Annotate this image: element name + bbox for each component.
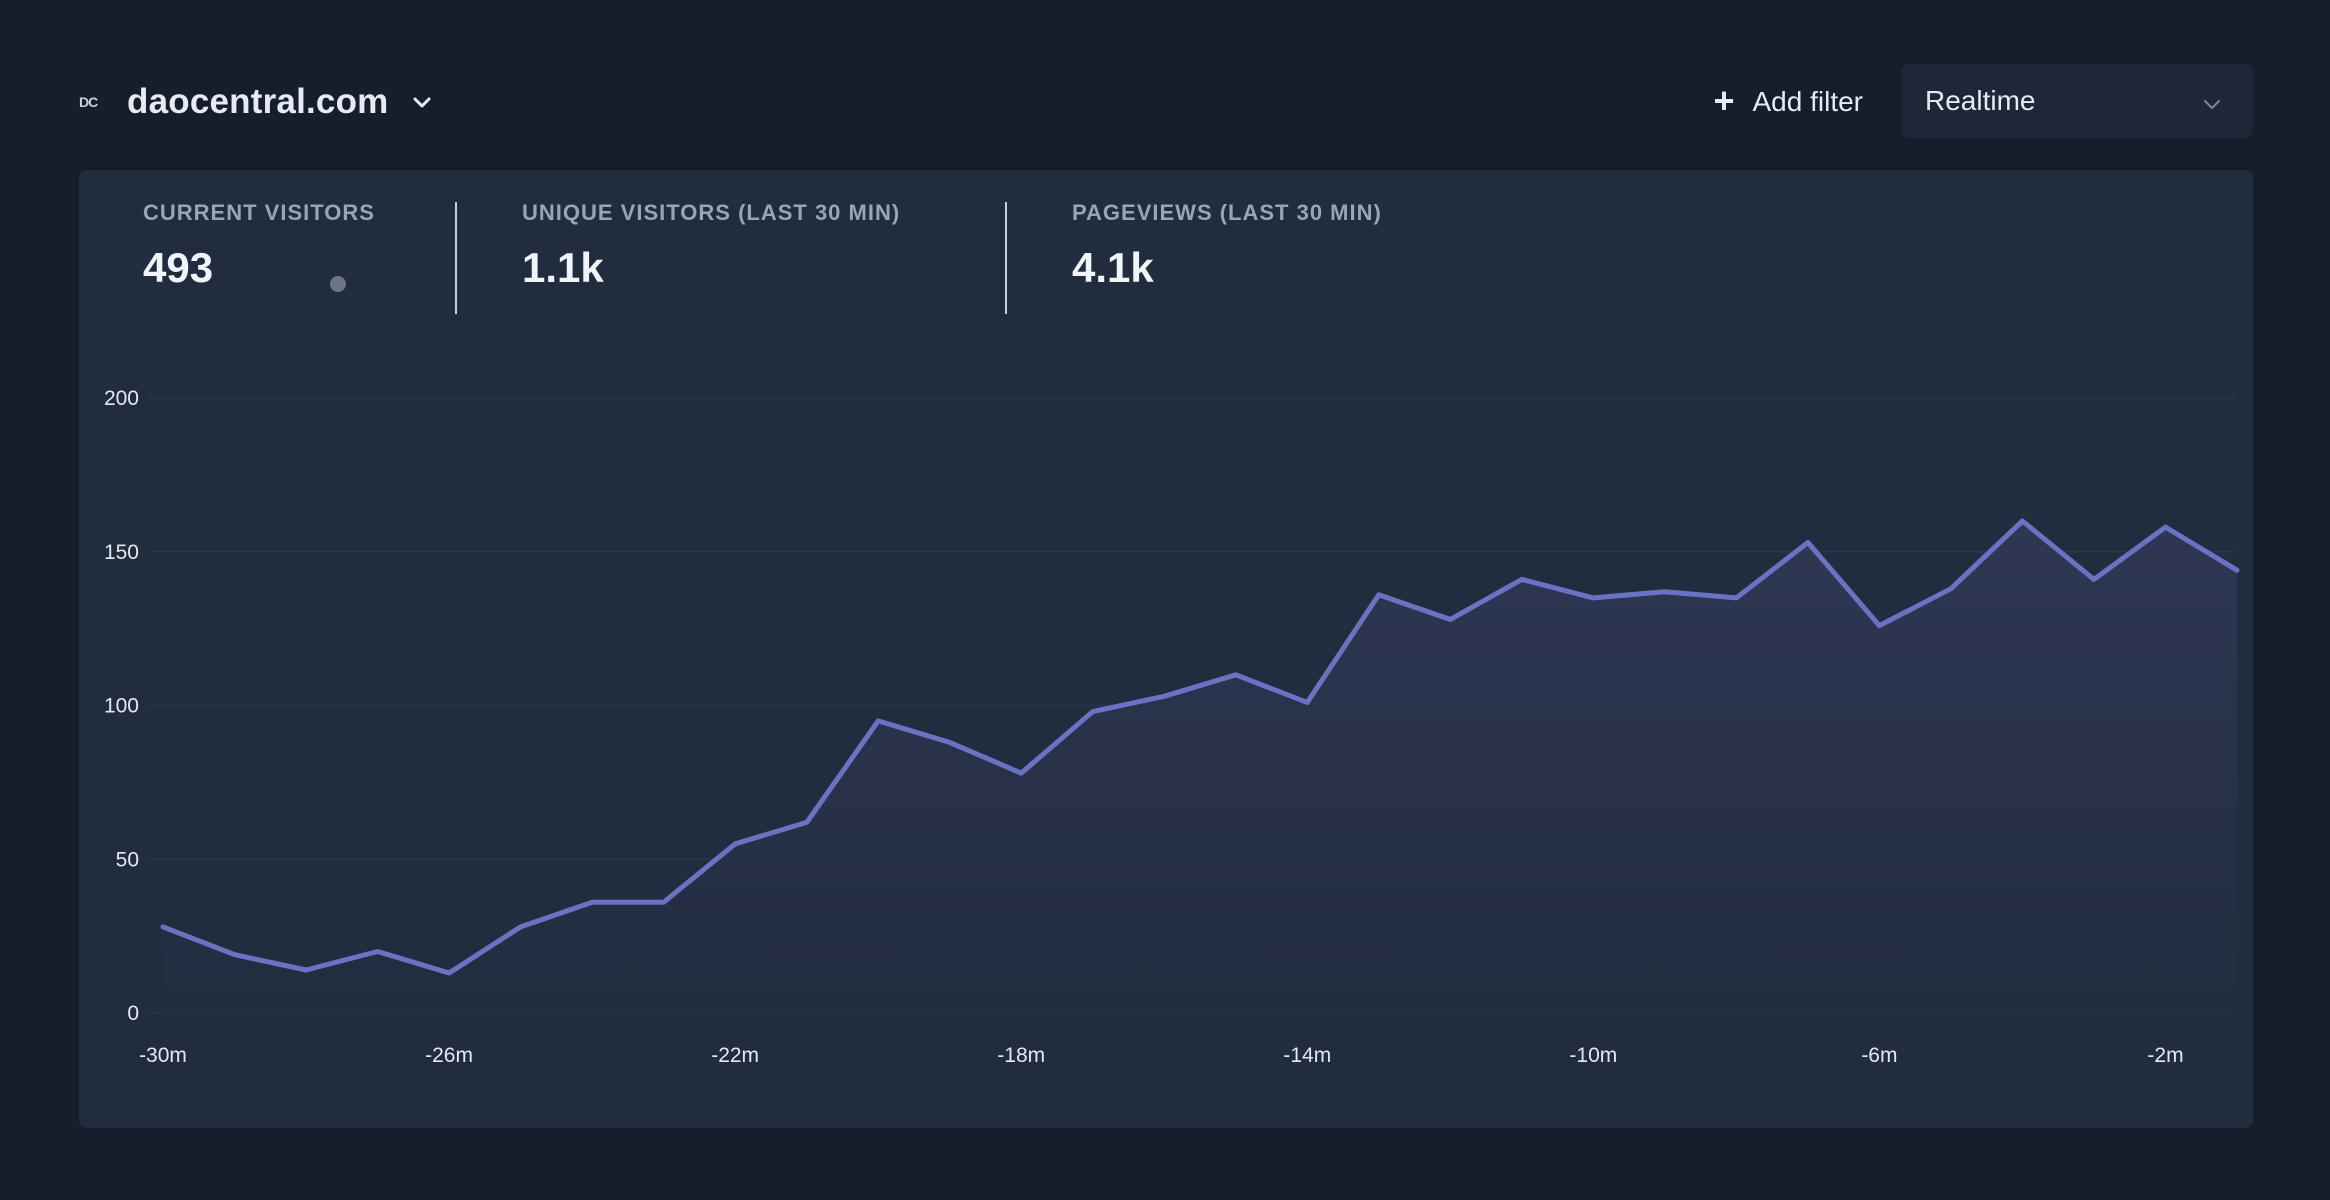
stat-value: 1.1k (522, 244, 604, 291)
data-point (2088, 573, 2100, 585)
y-tick-label: 150 (104, 541, 139, 564)
data-point (801, 816, 813, 828)
data-point (1873, 620, 1885, 632)
add-filter-button[interactable]: + Add filter (1713, 64, 1863, 140)
data-point (229, 949, 241, 961)
stat-pageviews[interactable]: PAGEVIEWS (LAST 30 MIN) 4.1k (1072, 200, 1382, 292)
data-point (1373, 589, 1385, 601)
site-logo: DC (79, 92, 105, 112)
add-filter-label: Add filter (1752, 86, 1864, 117)
stat-value: 493 (143, 244, 214, 291)
data-point (1516, 573, 1528, 585)
stat-label: UNIQUE VISITORS (LAST 30 MIN) (522, 200, 901, 225)
stat-label: PAGEVIEWS (LAST 30 MIN) (1072, 200, 1382, 225)
x-tick-label: -2m (2147, 1044, 2183, 1067)
x-tick-label: -26m (425, 1044, 473, 1067)
data-point (729, 838, 741, 850)
site-switcher[interactable]: DC daocentral.com (79, 64, 433, 140)
svg-text:DC: DC (79, 94, 98, 110)
data-point (1730, 592, 1742, 604)
data-point (300, 964, 312, 976)
data-point (1230, 669, 1242, 681)
data-point (1158, 690, 1170, 702)
x-tick-label: -30m (139, 1044, 187, 1067)
data-point (2016, 515, 2028, 527)
data-point (372, 946, 384, 958)
data-point (1945, 583, 1957, 595)
x-tick-label: -18m (997, 1044, 1045, 1067)
stat-divider (455, 202, 457, 314)
data-point (157, 921, 169, 933)
y-tick-label: 0 (127, 1002, 139, 1025)
live-indicator-dot (330, 276, 346, 292)
site-logo-mark: DC (79, 94, 99, 110)
data-point (443, 967, 455, 979)
x-tick-label: -14m (1283, 1044, 1331, 1067)
data-point (1659, 586, 1671, 598)
y-tick-label: 200 (104, 387, 139, 410)
series-line (160, 518, 2240, 976)
data-point (515, 921, 527, 933)
period-select-value: Realtime (1925, 85, 2036, 116)
stat-unique-visitors[interactable]: UNIQUE VISITORS (LAST 30 MIN) 1.1k (522, 200, 900, 292)
y-tick-label: 100 (104, 695, 139, 718)
stat-label: CURRENT VISITORS (143, 200, 375, 225)
x-tick-label: -22m (711, 1044, 759, 1067)
data-point (944, 736, 956, 748)
chevron-down-icon (2201, 90, 2223, 112)
period-select[interactable]: Realtime (1901, 64, 2253, 138)
site-name[interactable]: daocentral.com (127, 82, 389, 121)
data-point (1802, 537, 1814, 549)
data-point (1087, 706, 1099, 718)
data-point (658, 896, 670, 908)
plus-icon: + (1713, 79, 1735, 121)
realtime-card: CURRENT VISITORS 493 UNIQUE VISITORS (LA… (79, 170, 2253, 1128)
data-point (1015, 767, 1027, 779)
data-point (1301, 696, 1313, 708)
data-point (586, 896, 598, 908)
y-tick-label: 50 (116, 848, 139, 871)
visitors-chart[interactable]: 0 50 100 150 200 -30m -26m -22m -18m -14m -10m -6m -… (79, 170, 2253, 1128)
x-tick-label: -10m (1569, 1044, 1617, 1067)
data-point (2231, 564, 2243, 576)
data-point (1587, 592, 1599, 604)
stat-current-visitors[interactable]: CURRENT VISITORS 493 (143, 200, 375, 292)
data-point (872, 715, 884, 727)
top-bar: DC daocentral.com + Add filter Realtime (79, 64, 2253, 140)
stat-divider (1005, 202, 1007, 314)
data-point (1444, 613, 1456, 625)
series-area (163, 521, 2237, 1013)
chevron-down-icon[interactable] (411, 91, 433, 113)
stat-value: 4.1k (1072, 244, 1154, 291)
x-tick-label: -6m (1861, 1044, 1897, 1067)
data-point (2160, 521, 2172, 533)
